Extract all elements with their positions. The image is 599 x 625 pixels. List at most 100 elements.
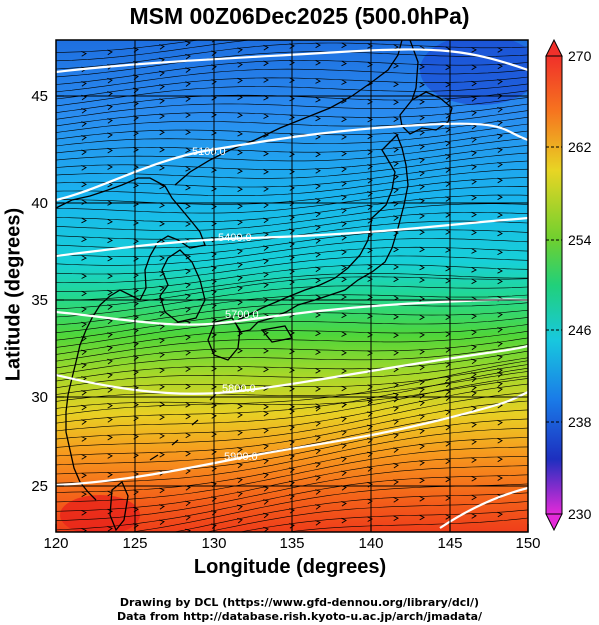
wind-arrowhead — [107, 132, 113, 138]
wind-arrowhead — [107, 434, 113, 441]
wind-arrowhead — [107, 358, 113, 365]
wind-arrowhead — [367, 61, 373, 68]
wind-arrowhead — [315, 386, 321, 392]
wind-arrowhead — [237, 517, 243, 524]
colorbar-tick-262: 262 — [568, 139, 592, 155]
wind-arrowhead — [211, 203, 217, 210]
wind-arrowhead — [81, 164, 87, 171]
wind-arrowhead — [497, 381, 503, 387]
colorbar-gradient — [545, 55, 563, 515]
wind-arrowhead — [393, 160, 399, 167]
wind-arrowhead — [107, 372, 113, 379]
wind-arrowhead — [497, 419, 503, 426]
wind-arrowhead — [419, 443, 425, 450]
wind-arrowhead — [471, 475, 477, 482]
wind-arrowhead — [315, 211, 321, 218]
wind-arrowhead — [159, 113, 165, 119]
wind-arrowhead — [185, 81, 191, 87]
wind-arrowhead — [497, 278, 503, 285]
wind-arrowhead — [107, 289, 113, 296]
wind-arrowhead — [315, 42, 321, 49]
wind-arrowhead — [81, 454, 87, 460]
wind-arrowhead — [419, 184, 425, 190]
wind-arrowhead — [367, 177, 373, 184]
wind-arrowhead — [393, 99, 399, 105]
wind-arrowhead — [471, 248, 477, 254]
x-axis-ticks — [55, 524, 529, 532]
wind-arrowhead — [497, 386, 503, 393]
wind-arrowhead — [237, 47, 243, 53]
wind-arrowhead — [211, 317, 217, 323]
wind-arrowhead — [263, 231, 269, 238]
wind-arrowhead — [497, 456, 503, 463]
wind-arrowhead — [341, 402, 347, 408]
wind-arrowhead — [367, 498, 373, 505]
wind-arrowhead — [81, 149, 87, 156]
wind-arrowhead — [315, 266, 321, 273]
coast-ryukyu — [149, 393, 217, 461]
wind-arrowhead — [419, 514, 425, 521]
credit-drawing: Drawing by DCL (https://www.gfd-dennou.o… — [119, 596, 480, 609]
coastlines — [56, 40, 453, 532]
wind-arrowhead — [263, 512, 269, 519]
wind-arrowhead — [367, 424, 373, 431]
wind-arrowhead — [497, 327, 503, 333]
wind-arrowhead — [185, 349, 191, 356]
wind-arrowhead — [211, 332, 217, 338]
wind-arrowhead — [81, 546, 86, 551]
wind-arrowhead — [497, 249, 503, 256]
wind-arrowhead — [367, 516, 373, 522]
wind-arrowhead — [497, 47, 503, 53]
wind-arrowhead — [289, 453, 295, 460]
wind-arrowhead — [315, 461, 321, 468]
wind-arrowhead — [497, 230, 503, 237]
wind-arrowhead — [237, 314, 243, 321]
wind-arrowhead — [419, 414, 425, 420]
wind-arrowhead — [159, 255, 165, 261]
wind-arrowhead — [393, 432, 399, 439]
wind-arrowhead — [263, 60, 269, 67]
wind-arrowhead — [419, 349, 425, 355]
wind-arrowhead — [211, 220, 217, 227]
wind-arrowhead — [81, 81, 87, 87]
wind-arrowhead — [237, 366, 243, 372]
wind-arrowhead — [419, 364, 425, 371]
wind-arrowhead — [81, 527, 87, 532]
wind-arrowhead — [237, 275, 243, 281]
wind-arrowhead — [341, 368, 347, 374]
wind-arrowhead — [419, 144, 425, 150]
coast-taiwan — [109, 480, 129, 532]
wind-arrowhead — [315, 489, 321, 495]
wind-arrowhead — [419, 460, 425, 466]
wind-arrowhead — [211, 112, 217, 118]
wind-arrowhead — [159, 44, 165, 50]
wind-arrowhead — [497, 371, 503, 378]
contour-5400 — [56, 216, 528, 258]
contour-label-5800: 5800.0 — [222, 383, 256, 395]
wind-arrowhead — [315, 183, 321, 190]
wind-arrowhead — [185, 253, 191, 260]
wind-arrowhead — [159, 414, 165, 421]
wind-arrowhead — [289, 279, 295, 286]
wind-arrowhead — [341, 264, 347, 271]
wind-arrowhead — [107, 332, 113, 338]
wind-arrowhead — [211, 289, 217, 296]
wind-arrowhead — [367, 397, 373, 404]
wind-arrowhead — [367, 99, 373, 105]
wind-arrowhead — [341, 194, 347, 201]
wind-arrowhead — [185, 40, 191, 47]
wind-arrowhead — [471, 421, 477, 428]
wind-arrowhead — [237, 446, 243, 453]
wind-arrowhead — [185, 402, 191, 408]
wind-arrowhead — [471, 278, 477, 285]
wind-arrowhead — [367, 332, 373, 338]
wind-arrowhead — [211, 431, 217, 438]
wind-arrowhead — [315, 475, 321, 481]
wind-arrowhead — [367, 350, 373, 356]
wind-arrowhead — [159, 487, 165, 494]
height-contours — [56, 48, 528, 529]
wind-arrowhead — [289, 185, 295, 191]
lat-lon-gridlines — [56, 40, 528, 532]
colorbar-tick-270: 270 — [568, 48, 592, 64]
wind-arrowhead — [159, 519, 165, 525]
